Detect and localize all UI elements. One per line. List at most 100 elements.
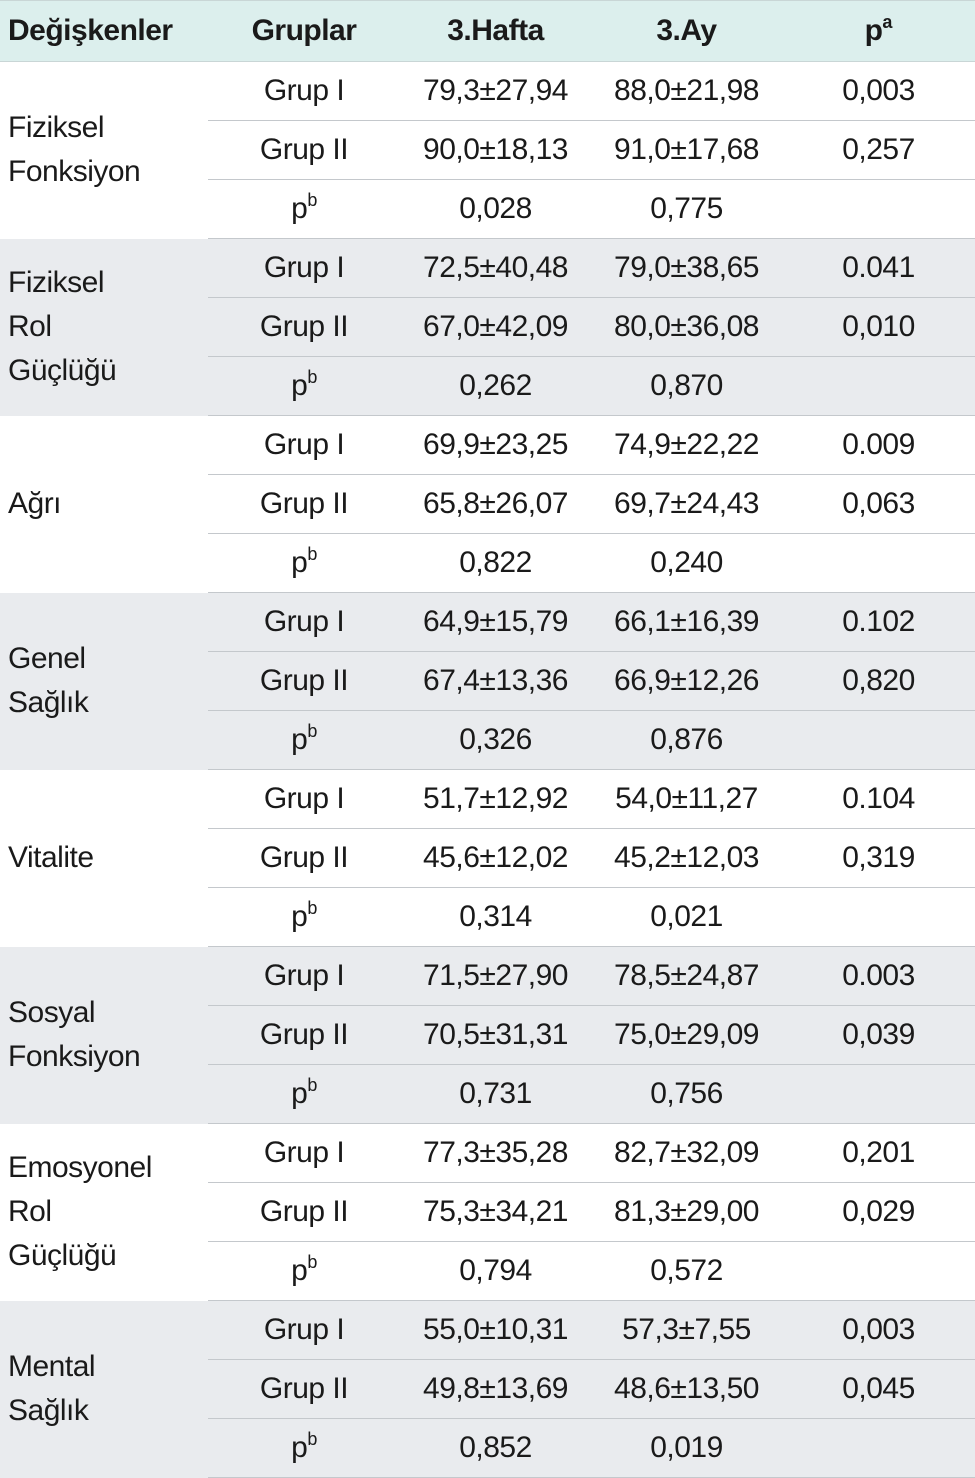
- p-value: 0,003: [782, 1300, 975, 1360]
- pb-week3-value: 0,028: [400, 179, 591, 239]
- pb-label: pb: [208, 179, 400, 239]
- table-row-group-1: Ağrı Grup I 69,9±23,25 74,9±22,22 0.009: [0, 415, 975, 520]
- pb-week3-value: 0,794: [400, 1241, 591, 1301]
- header-month3: 3.Ay: [591, 0, 782, 62]
- p-value: 0,201: [782, 1123, 975, 1183]
- p-value: 0,820: [782, 651, 975, 711]
- variable-name: Fiziksel Rol Güçlüğü: [0, 238, 208, 416]
- pb-base: p: [291, 546, 308, 579]
- header-p-base: p: [864, 14, 883, 47]
- week3-value: 69,9±23,25: [400, 415, 591, 475]
- pb-label: pb: [208, 533, 400, 593]
- pb-month3-value: 0,572: [591, 1241, 782, 1301]
- table-row-pb: pb 0,326 0,876: [0, 710, 975, 770]
- pb-empty-cell: [782, 179, 975, 239]
- month3-value: 79,0±38,65: [591, 238, 782, 298]
- month3-value: 80,0±36,08: [591, 297, 782, 357]
- p-value: 0,003: [782, 61, 975, 121]
- pb-base: p: [291, 1431, 308, 1464]
- pb-label: pb: [208, 710, 400, 770]
- pb-base: p: [291, 192, 308, 225]
- month3-value: 66,1±16,39: [591, 592, 782, 652]
- month3-value: 81,3±29,00: [591, 1182, 782, 1242]
- month3-value: 45,2±12,03: [591, 828, 782, 888]
- table-row-pb: pb 0,262 0,870: [0, 356, 975, 416]
- variable-name: Ağrı: [0, 416, 208, 593]
- p-value: 0,010: [782, 297, 975, 357]
- pb-week3-value: 0,731: [400, 1064, 591, 1124]
- group-label: Grup I: [208, 946, 400, 1006]
- variable-name-line: Sağlık: [8, 1394, 89, 1427]
- variable-name-line: Fiziksel: [8, 111, 105, 145]
- week3-value: 55,0±10,31: [400, 1300, 591, 1360]
- month3-value: 69,7±24,43: [591, 474, 782, 534]
- pb-superscript: b: [307, 721, 317, 741]
- variable-name-line: Rol: [8, 310, 52, 343]
- group-label: Grup II: [208, 120, 400, 180]
- p-value: 0,045: [782, 1359, 975, 1419]
- pb-month3-value: 0,775: [591, 179, 782, 239]
- pb-empty-cell: [782, 356, 975, 416]
- pb-superscript: b: [307, 544, 317, 564]
- p-value: 0.104: [782, 769, 975, 829]
- variable-name-line: Emosyonel: [8, 1151, 152, 1184]
- month3-value: 82,7±32,09: [591, 1123, 782, 1183]
- p-value: 0,063: [782, 474, 975, 534]
- table-row-group-2: Grup II 45,6±12,02 45,2±12,03 0,319: [0, 828, 975, 888]
- table-row-group-2: Grup II 67,4±13,36 66,9±12,26 0,820: [0, 651, 975, 711]
- month3-value: 48,6±13,50: [591, 1359, 782, 1419]
- month3-value: 66,9±12,26: [591, 651, 782, 711]
- month3-value: 88,0±21,98: [591, 61, 782, 121]
- group-label: Grup II: [208, 1182, 400, 1242]
- pb-empty-cell: [782, 710, 975, 770]
- variable-name: Sosyal Fonksiyon: [0, 946, 208, 1124]
- table-row-group-2: Grup II 75,3±34,21 81,3±29,00 0,029: [0, 1182, 975, 1242]
- pb-month3-value: 0,021: [591, 887, 782, 947]
- month3-value: 74,9±22,22: [591, 415, 782, 475]
- pb-label: pb: [208, 1241, 400, 1301]
- pb-label: pb: [208, 356, 400, 416]
- group-label: Grup II: [208, 1359, 400, 1419]
- p-value: 0.009: [782, 415, 975, 475]
- header-variables: Değişkenler: [0, 0, 208, 62]
- pb-week3-value: 0,822: [400, 533, 591, 593]
- pb-week3-value: 0,314: [400, 887, 591, 947]
- week3-value: 72,5±40,48: [400, 238, 591, 298]
- variable-name-line: Mental: [8, 1350, 96, 1383]
- pb-base: p: [291, 900, 308, 933]
- table-row-group-1: Genel Sağlık Grup I 64,9±15,79 66,1±16,39…: [0, 592, 975, 770]
- pb-week3-value: 0,326: [400, 710, 591, 770]
- group-label: Grup I: [208, 415, 400, 475]
- variable-name: Genel Sağlık: [0, 592, 208, 770]
- variable-name: Mental Sağlık: [0, 1300, 208, 1478]
- pb-week3-value: 0,262: [400, 356, 591, 416]
- pb-superscript: b: [307, 898, 317, 918]
- week3-value: 70,5±31,31: [400, 1005, 591, 1065]
- group-label: Grup II: [208, 828, 400, 888]
- header-groups: Gruplar: [208, 0, 400, 62]
- table-row-group-2: Grup II 90,0±18,13 91,0±17,68 0,257: [0, 120, 975, 180]
- pb-week3-value: 0,852: [400, 1418, 591, 1478]
- variable-name-line: Sosyal: [8, 996, 96, 1029]
- pb-superscript: b: [307, 190, 317, 210]
- group-label: Grup I: [208, 1300, 400, 1360]
- p-value: 0,029: [782, 1182, 975, 1242]
- group-label: Grup I: [208, 592, 400, 652]
- variable-name-line: Fonksiyon: [8, 155, 141, 189]
- pb-month3-value: 0,756: [591, 1064, 782, 1124]
- pb-superscript: b: [307, 367, 317, 387]
- header-p-value: pa: [782, 0, 975, 62]
- week3-value: 49,8±13,69: [400, 1359, 591, 1419]
- table-body: Fiziksel Fonksiyon Grup I 79,3±27,94 88,0…: [0, 61, 975, 1478]
- table-row-pb: pb 0,028 0,775: [0, 179, 975, 239]
- table-row-group-2: Grup II 70,5±31,31 75,0±29,09 0,039: [0, 1005, 975, 1065]
- variable-name-line: Rol: [8, 1195, 52, 1228]
- pb-label: pb: [208, 1064, 400, 1124]
- group-label: Grup II: [208, 297, 400, 357]
- table-row-group-1: Emosyonel Rol Güçlüğü Grup I 77,3±35,28 82…: [0, 1123, 975, 1272]
- table-row-group-1: Sosyal Fonksiyon Grup I 71,5±27,90 78,5±2…: [0, 946, 975, 1124]
- variable-name: Vitalite: [0, 770, 208, 947]
- week3-value: 45,6±12,02: [400, 828, 591, 888]
- week3-value: 51,7±12,92: [400, 769, 591, 829]
